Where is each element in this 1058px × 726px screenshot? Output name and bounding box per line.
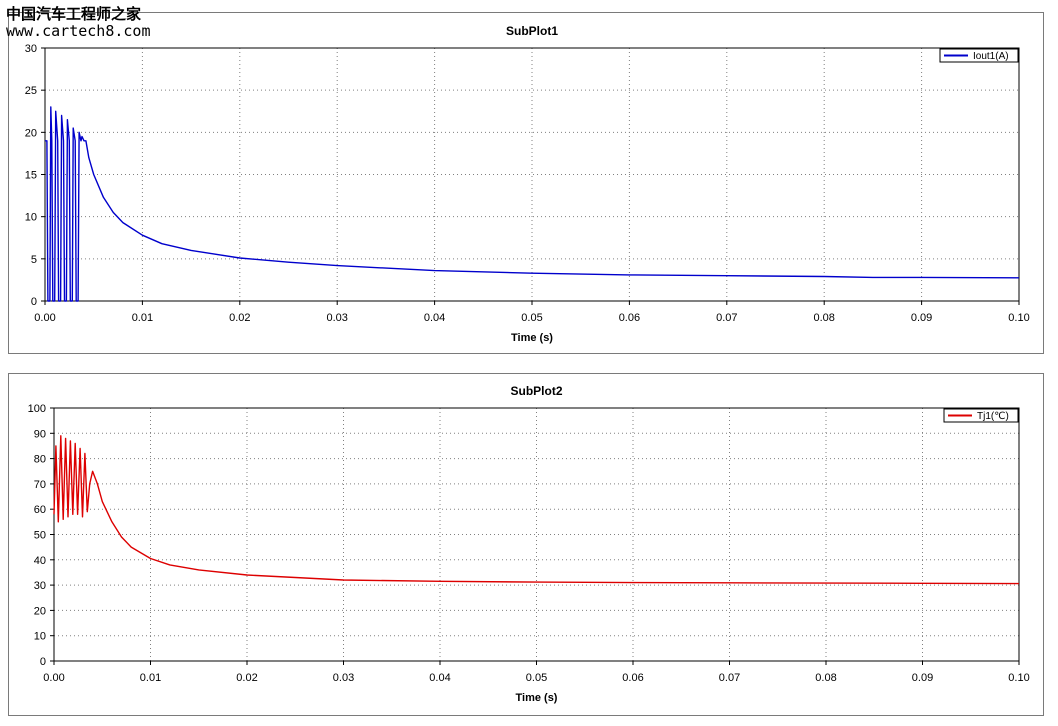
legend-box (943, 408, 1019, 423)
y-tick-label: 0 (40, 656, 46, 668)
legend-label: Iout1(A) (973, 51, 1009, 62)
y-tick-label: 40 (34, 555, 46, 567)
series-line (53, 435, 1020, 585)
x-tick-label: 0.02 (229, 312, 250, 324)
y-tick-label: 20 (25, 127, 37, 139)
y-tick-label: 30 (34, 580, 46, 592)
y-tick-label: 0 (31, 296, 37, 308)
y-tick-label: 100 (28, 403, 46, 415)
y-tick-label: 70 (34, 479, 46, 491)
x-tick-label: 0.03 (326, 312, 347, 324)
y-tick-label: 80 (34, 454, 46, 466)
y-tick-label: 5 (31, 254, 37, 266)
y-tick-label: 50 (34, 530, 46, 542)
y-tick-label: 60 (34, 504, 46, 516)
y-tick-label: 30 (25, 43, 37, 55)
subplot-1-panel: SubPlot1 0.00 0.01 0.02 0.03 0.04 0.05 0.06 0.07… (8, 12, 1044, 354)
legend-box (939, 48, 1019, 63)
x-tick-label: 0.08 (815, 672, 836, 684)
chart-title: SubPlot2 (510, 384, 562, 398)
legend: Tj1(℃) (943, 408, 1019, 423)
plot-area (45, 48, 1019, 301)
series-line (45, 106, 1020, 302)
y-tick-label: 25 (25, 85, 37, 97)
x-tick-label: 0.06 (619, 312, 640, 324)
x-tick-label: 0.03 (333, 672, 354, 684)
subplot-2-chart: SubPlot2 0.00 0.01 0.02 0.03 0.04 0.05 0.06 0.07… (28, 384, 1030, 704)
y-tick-label: 10 (34, 631, 46, 643)
subplot-2-panel: SubPlot2 0.00 0.01 0.02 0.03 0.04 0.05 0.06 0.07… (8, 373, 1044, 716)
x-tick-label: 0.04 (429, 672, 450, 684)
x-axis-label: Time (s) (511, 332, 553, 344)
x-tick-label: 0.06 (622, 672, 643, 684)
x-tick-label: 0.07 (719, 672, 740, 684)
x-tick-label: 0.04 (424, 312, 445, 324)
x-tick-label: 0.05 (521, 312, 542, 324)
x-tick-label: 0.10 (1008, 672, 1029, 684)
x-tick-label: 0.08 (813, 312, 834, 324)
x-tick-label: 0.09 (912, 672, 933, 684)
legend-label: Tj1(℃) (977, 411, 1009, 422)
y-tick-label: 15 (25, 170, 37, 182)
x-tick-label: 0.05 (526, 672, 547, 684)
x-axis-label: Time (s) (516, 692, 558, 704)
x-tick-label: 0.00 (34, 312, 55, 324)
x-tick-label: 0.10 (1008, 312, 1029, 324)
x-tick-label: 0.07 (716, 312, 737, 324)
x-tick-label: 0.01 (140, 672, 161, 684)
subplot-1-chart: SubPlot1 0.00 0.01 0.02 0.03 0.04 0.05 0.06 0.07… (25, 24, 1030, 344)
legend: Iout1(A) (939, 48, 1019, 63)
x-tick-label: 0.02 (236, 672, 257, 684)
y-tick-label: 20 (34, 605, 46, 617)
y-tick-label: 90 (34, 428, 46, 440)
x-tick-label: 0.00 (43, 672, 64, 684)
chart-title: SubPlot1 (506, 24, 558, 38)
x-tick-label: 0.09 (911, 312, 932, 324)
x-tick-label: 0.01 (132, 312, 153, 324)
y-tick-label: 10 (25, 212, 37, 224)
